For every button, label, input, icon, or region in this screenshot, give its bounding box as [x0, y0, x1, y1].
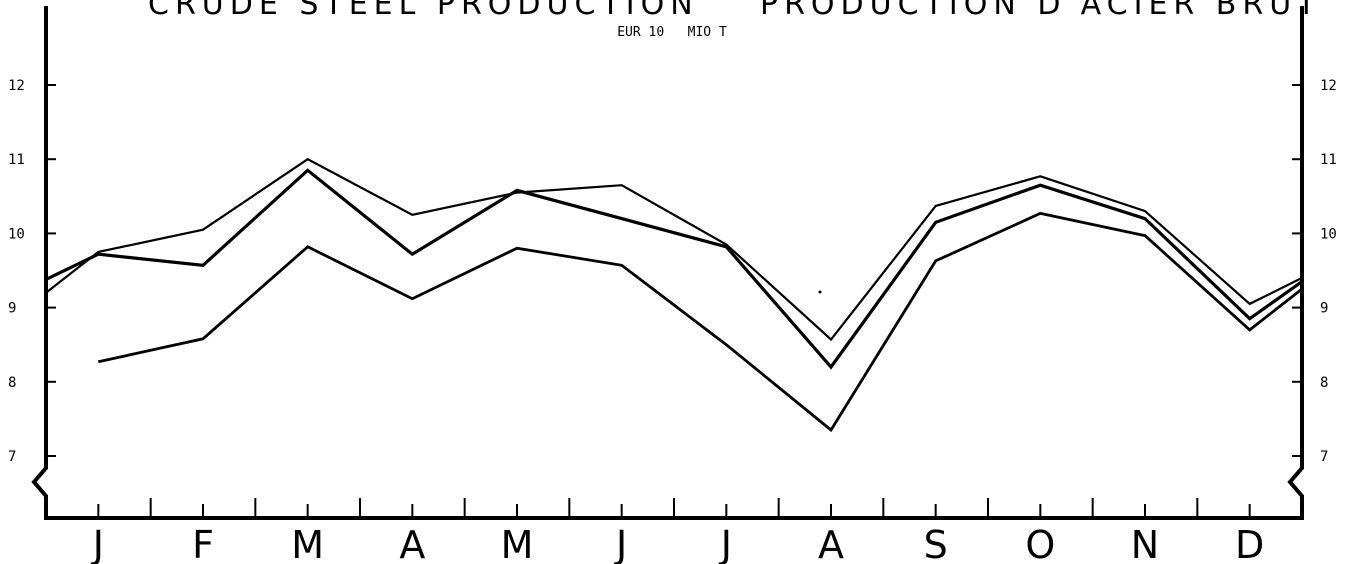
y-tick-label-left: 9 — [8, 301, 16, 317]
y-tick-label-right: 11 — [1320, 152, 1337, 168]
y-tick-label-right: 10 — [1320, 226, 1337, 242]
month-label: N — [1131, 523, 1159, 564]
chart-title-english: CRUDE STEEL PRODUCTION — [148, 0, 699, 22]
series-line-3 — [97, 211, 1303, 433]
stray-dot — [818, 290, 822, 294]
series-line-1 — [45, 157, 1303, 342]
month-label: M — [291, 523, 324, 564]
y-tick-label-right: 9 — [1320, 301, 1328, 317]
month-label: A — [818, 523, 844, 564]
month-label: A — [399, 523, 425, 564]
right-y-axis — [1287, 6, 1304, 518]
month-label: D — [1235, 523, 1264, 564]
month-label: F — [192, 523, 214, 564]
month-label: O — [1025, 523, 1055, 564]
y-tick-label-right: 8 — [1320, 375, 1328, 391]
month-label: J — [719, 523, 732, 564]
left-y-axis — [31, 6, 48, 518]
y-tick-label-left: 10 — [8, 226, 25, 242]
y-tick-label-right: 7 — [1320, 449, 1328, 465]
month-label: S — [924, 523, 948, 564]
chart-title-french: PRODUCTION D'ACIER BRUT — [760, 0, 1322, 22]
month-label: J — [614, 523, 627, 564]
y-tick-label-right: 12 — [1320, 78, 1337, 94]
series-lines — [45, 157, 1303, 433]
y-tick-label-left: 12 — [8, 78, 25, 94]
month-label: M — [501, 523, 534, 564]
series-line-2 — [45, 168, 1303, 370]
chart-unit-label: EUR 10 MIO T — [617, 25, 727, 40]
y-ticks: 7 7 8 8 9 9 10 10 11 11 12 12 — [8, 78, 1337, 465]
month-label: J — [91, 523, 104, 564]
y-tick-label-left: 7 — [8, 449, 16, 465]
y-tick-label-left: 8 — [8, 375, 16, 391]
y-tick-label-left: 11 — [8, 152, 25, 168]
